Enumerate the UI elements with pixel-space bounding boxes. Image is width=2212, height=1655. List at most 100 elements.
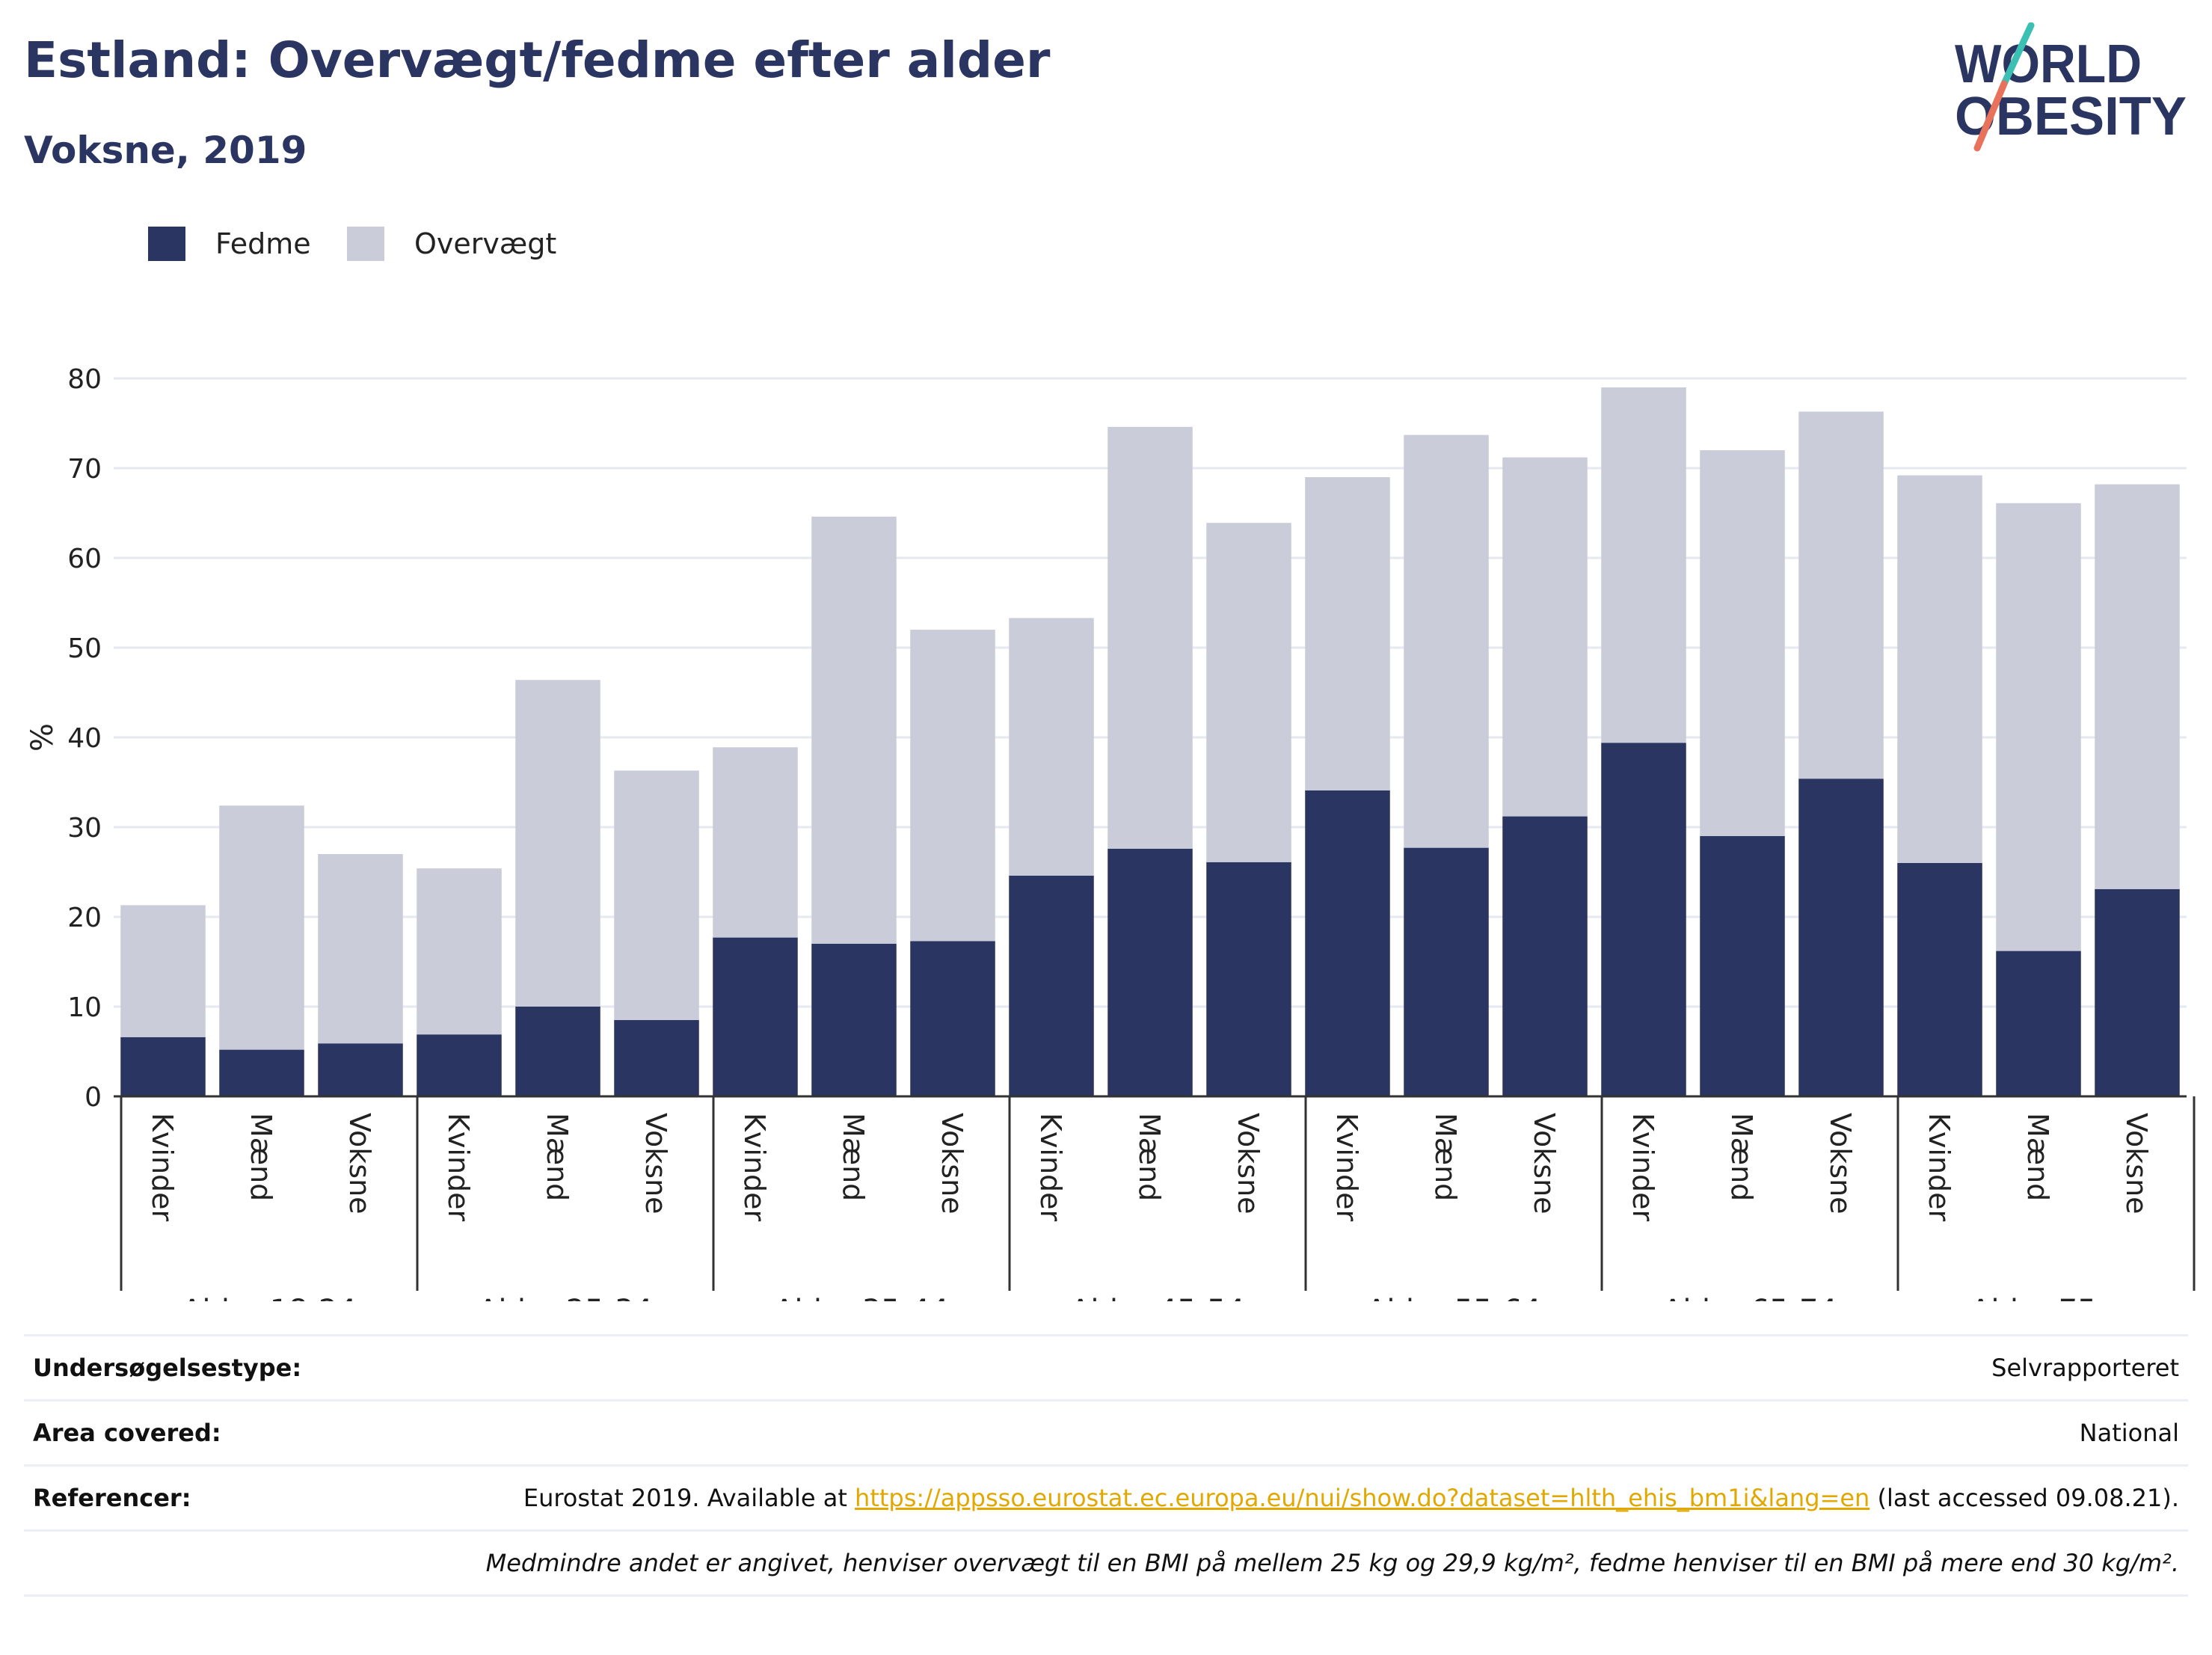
chart-title: Estland: Overvægt/fedme efter alder [24, 31, 1051, 89]
y-tick-label: 80 [67, 364, 102, 395]
x-subcategory-label: Kvinder [442, 1113, 475, 1222]
references-link[interactable]: https://appsso.eurostat.ec.europa.eu/nui… [855, 1484, 1870, 1512]
y-tick-label: 0 [85, 1082, 102, 1113]
x-subcategory-label: Voksne [1232, 1113, 1265, 1215]
bar-fedme [219, 1049, 304, 1096]
x-subcategory-label: Voksne [639, 1113, 672, 1215]
bar-overvaegt [1107, 426, 1193, 849]
logo-line1: WORLD [1955, 34, 2142, 94]
info-row-survey-type: Undersøgelsestype: Selvrapporteret [24, 1335, 2188, 1401]
area-value: National [2079, 1419, 2179, 1447]
bar-overvaegt [120, 905, 206, 1037]
bar-fedme [2095, 888, 2180, 1096]
bar-fedme [318, 1043, 403, 1096]
legend-swatch-fedme [148, 227, 185, 261]
x-subcategory-label: Kvinder [738, 1113, 771, 1222]
bar-overvaegt [417, 868, 502, 1035]
x-subcategory-label: Mænd [245, 1113, 277, 1201]
bar-fedme [910, 941, 995, 1096]
bar-overvaegt [811, 516, 897, 944]
y-tick-label: 30 [67, 813, 102, 844]
bar-fedme [1404, 847, 1489, 1096]
bar-fedme [811, 944, 897, 1096]
bar-overvaegt [1798, 411, 1884, 779]
bar-overvaegt [1206, 523, 1291, 862]
bar-overvaegt [515, 680, 600, 1007]
x-subcategory-label: Mænd [2021, 1113, 2054, 1201]
bar-overvaegt [910, 630, 995, 942]
references-label: Referencer: [33, 1484, 191, 1512]
bar-fedme [1700, 836, 1785, 1096]
bar-overvaegt [219, 805, 304, 1050]
bar-overvaegt [1700, 450, 1785, 836]
bar-overvaegt [1897, 475, 1982, 863]
bar-fedme [1107, 848, 1193, 1096]
bar-overvaegt [1305, 477, 1390, 790]
references-suffix: (last accessed 09.08.21). [1870, 1484, 2179, 1512]
legend-label-fedme: Fedme [215, 227, 311, 260]
x-subcategory-label: Mænd [837, 1113, 870, 1201]
bar-overvaegt [318, 854, 403, 1044]
bar-fedme [1996, 951, 2081, 1096]
legend-label-overvaegt: Overvægt [414, 227, 557, 260]
info-table: Undersøgelsestype: Selvrapporteret Area … [24, 1334, 2188, 1597]
x-subcategory-label: Voksne [1528, 1113, 1561, 1215]
bar-fedme [1798, 779, 1884, 1096]
bar-overvaegt [614, 770, 699, 1020]
x-subcategory-label: Kvinder [146, 1113, 179, 1222]
chart-subtitle: Voksne, 2019 [24, 129, 307, 172]
y-tick-label: 70 [67, 454, 102, 485]
bar-fedme [1601, 743, 1686, 1096]
x-subcategory-label: Kvinder [1923, 1113, 1956, 1222]
x-subcategory-label: Kvinder [1330, 1113, 1363, 1222]
y-tick-label: 50 [67, 633, 102, 664]
world-obesity-logo: WORLD OBESITY [1955, 22, 2187, 152]
bar-fedme [515, 1007, 600, 1096]
y-tick-label: 20 [67, 903, 102, 933]
bar-fedme [614, 1020, 699, 1096]
x-group-label: Alder 45-54 [1070, 1294, 1245, 1301]
footnote: Medmindre andet er angivet, henviser ove… [485, 1549, 2179, 1577]
survey-type-value: Selvrapporteret [1991, 1354, 2179, 1382]
x-subcategory-label: Voksne [2120, 1113, 2153, 1215]
info-row-area: Area covered: National [24, 1400, 2188, 1466]
bar-overvaegt [1996, 503, 2081, 951]
references-prefix: Eurostat 2019. Available at [523, 1484, 855, 1512]
legend-swatch-overvaegt [347, 227, 384, 261]
x-subcategory-label: Voksne [936, 1113, 968, 1215]
bar-fedme [1502, 816, 1588, 1096]
x-group-label: Alder 35-44 [774, 1294, 949, 1301]
x-subcategory-label: Mænd [1429, 1113, 1462, 1201]
x-subcategory-label: Voksne [1824, 1113, 1857, 1215]
area-label: Area covered: [33, 1419, 221, 1447]
legend-item-fedme[interactable]: Fedme [148, 221, 311, 266]
bar-overvaegt [2095, 484, 2180, 889]
bar-overvaegt [1601, 387, 1686, 743]
bar-overvaegt [1502, 457, 1588, 817]
y-tick-label: 60 [67, 544, 102, 574]
info-row-references: Referencer: Eurostat 2019. Available at … [24, 1465, 2188, 1531]
references-value: Eurostat 2019. Available at https://apps… [461, 1466, 2188, 1531]
y-axis-title: % [25, 723, 60, 752]
info-row-footnote: Medmindre andet er angivet, henviser ove… [24, 1530, 2188, 1596]
y-tick-label: 40 [67, 723, 102, 754]
bar-overvaegt [1009, 618, 1094, 876]
x-subcategory-label: Mænd [1133, 1113, 1166, 1201]
x-group-label: Alder 25-34 [478, 1294, 653, 1301]
legend-item-overvaegt[interactable]: Overvægt [347, 221, 556, 266]
bar-overvaegt [713, 747, 798, 938]
bar-fedme [120, 1037, 206, 1096]
bar-fedme [1897, 863, 1982, 1096]
x-subcategory-label: Kvinder [1626, 1113, 1659, 1222]
bar-fedme [1305, 790, 1390, 1096]
survey-type-label: Undersøgelsestype: [33, 1354, 302, 1382]
x-group-label: Alder 65-74 [1662, 1294, 1837, 1301]
x-subcategory-label: Kvinder [1034, 1113, 1067, 1222]
bar-overvaegt [1404, 435, 1489, 848]
bar-fedme [1009, 875, 1094, 1096]
bar-fedme [713, 937, 798, 1096]
bar-fedme [1206, 862, 1291, 1096]
x-subcategory-label: Mænd [1725, 1113, 1758, 1201]
bar-fedme [417, 1034, 502, 1096]
logo-slash-bottom [1973, 80, 2008, 152]
